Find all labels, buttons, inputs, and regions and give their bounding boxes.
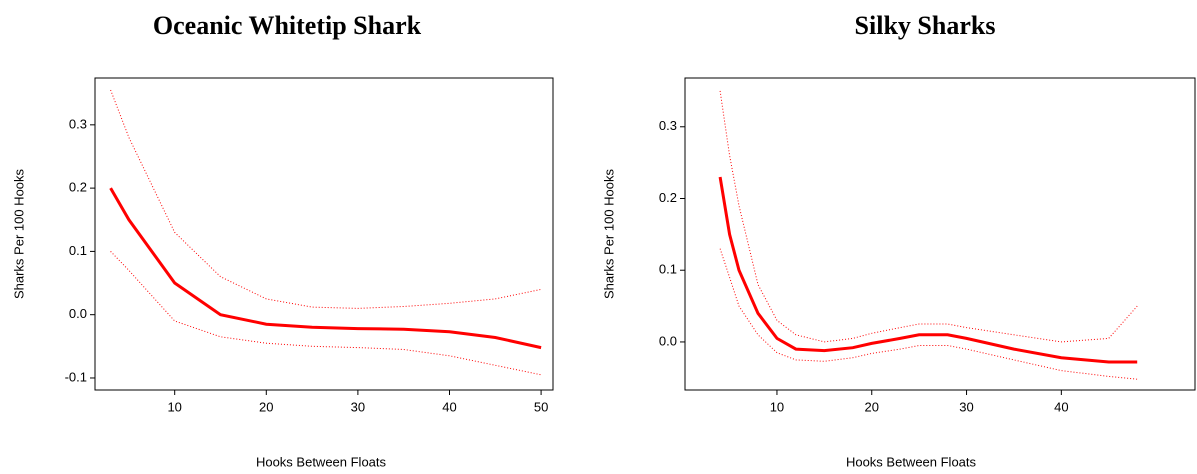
x-tick-label: 50 [534, 399, 548, 414]
y-tick-label: -0.1 [65, 369, 87, 384]
y-tick-label: 0.1 [659, 262, 677, 277]
chart-title: Silky Sharks [855, 11, 996, 40]
x-tick-label: 30 [959, 399, 973, 414]
y-tick-label: 0.3 [69, 116, 87, 131]
x-tick-label: 40 [442, 399, 456, 414]
y-tick-label: 0.1 [69, 243, 87, 258]
data-line [110, 89, 542, 309]
x-tick-label: 10 [167, 399, 181, 414]
plot-frame [94, 77, 554, 391]
y-tick-label: 0.2 [69, 180, 87, 195]
data-line [110, 251, 542, 376]
x-tick-label: 30 [351, 399, 365, 414]
x-tick-label: 40 [1054, 399, 1068, 414]
chart-title: Oceanic Whitetip Shark [153, 11, 422, 40]
data-line [719, 248, 1138, 380]
y-tick-label: 0.2 [659, 190, 677, 205]
data-line [718, 176, 1138, 364]
y-axis-label: Sharks Per 100 Hooks [601, 168, 616, 299]
x-axis-label: Hooks Between Floats [846, 454, 977, 469]
x-tick-label: 20 [865, 399, 879, 414]
x-axis-label: Hooks Between Floats [256, 454, 387, 469]
x-tick-label: 20 [259, 399, 273, 414]
y-tick-label: 0.0 [659, 333, 677, 348]
data-line [109, 187, 542, 350]
x-tick-label: 10 [770, 399, 784, 414]
y-tick-label: 0.3 [659, 118, 677, 133]
y-axis-label: Sharks Per 100 Hooks [11, 168, 26, 299]
data-line [719, 90, 1138, 343]
plot-frame [684, 77, 1196, 391]
y-tick-label: 0.0 [69, 306, 87, 321]
